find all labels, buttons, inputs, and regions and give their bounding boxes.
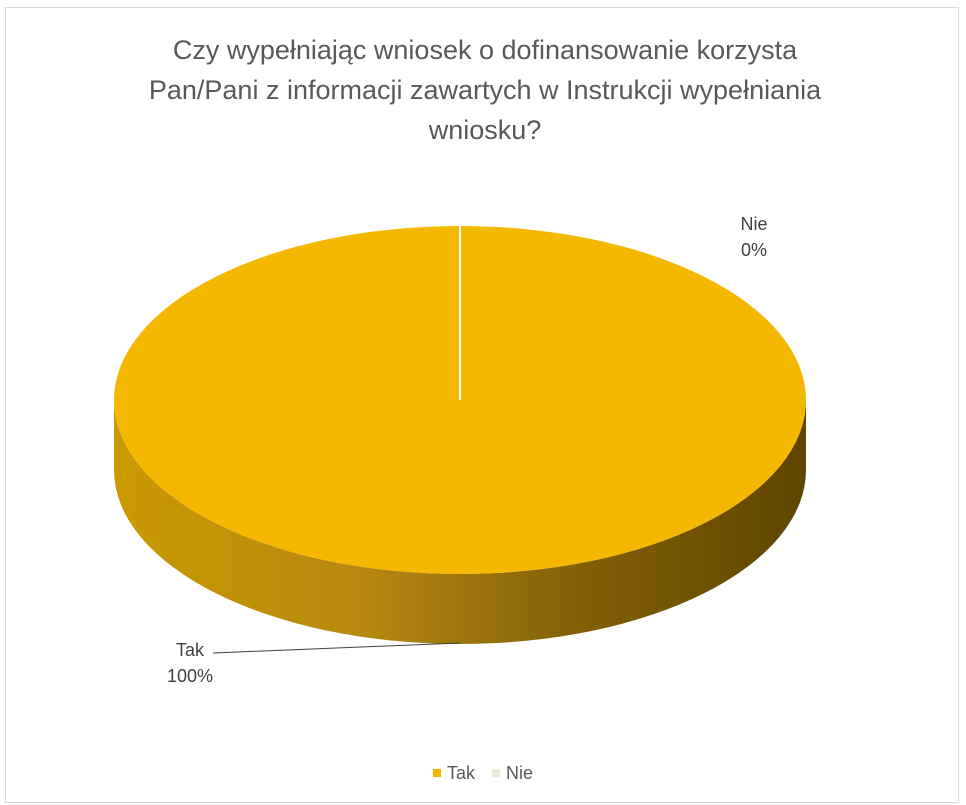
legend-label-tak: Tak xyxy=(446,763,475,783)
legend-item-tak: Tak xyxy=(432,763,475,784)
legend-swatch-tak xyxy=(432,769,441,778)
chart-title-line-1: Czy wypełniając wniosek o dofinansowanie… xyxy=(172,35,798,65)
data-label-tak-value: 100% xyxy=(166,666,214,686)
legend-label-nie: Nie xyxy=(506,763,534,783)
chart-title: Czy wypełniając wniosek o dofinansowanie… xyxy=(80,30,890,150)
data-label-tak: Tak 100% xyxy=(150,637,230,689)
chart-title-line-3: wniosku? xyxy=(428,115,542,145)
data-label-nie-value: 0% xyxy=(740,240,767,260)
data-label-tak-category: Tak xyxy=(175,640,204,660)
pie-slice-tak-side xyxy=(114,400,806,644)
leader-line-tak xyxy=(212,642,461,654)
legend: Tak Nie xyxy=(0,763,966,784)
data-label-nie-category: Nie xyxy=(740,214,768,234)
legend-item-nie: Nie xyxy=(492,763,533,784)
chart-title-line-2: Pan/Pani z informacji zawartych w Instru… xyxy=(148,75,822,105)
data-label-nie: Nie 0% xyxy=(724,211,784,263)
legend-swatch-nie xyxy=(492,769,500,778)
